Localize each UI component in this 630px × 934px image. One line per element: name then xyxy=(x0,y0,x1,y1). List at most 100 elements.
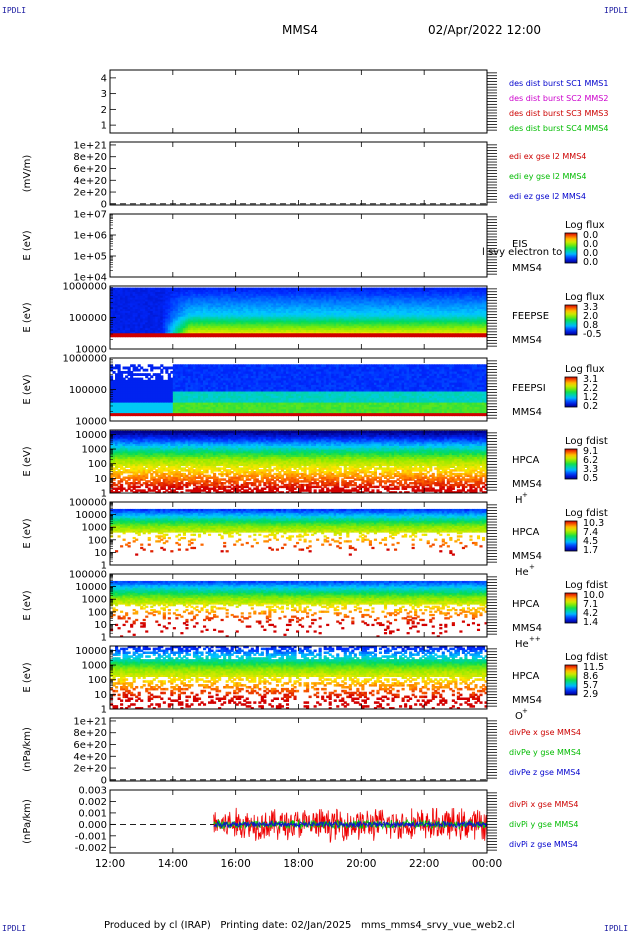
y-tick-label: 6e+20 xyxy=(73,164,107,175)
spacecraft-label: MMS4 xyxy=(512,479,542,490)
y-tick-label: 0 xyxy=(101,775,107,786)
y-tick-label: 100000 xyxy=(69,570,107,581)
y-axis-label: E (eV) xyxy=(22,446,33,476)
y-tick-label: 100 xyxy=(88,459,107,470)
colorbar-title: Log fdist xyxy=(565,508,608,519)
panel-burst: 4 3 2 1 des dist burst SC1 MMS1 des dist burs… xyxy=(101,69,608,134)
y-tick-label: -0.001 xyxy=(75,831,107,842)
footer-printing-date: Printing date: 02/Jan/2025 xyxy=(220,920,351,931)
panel-frame xyxy=(109,213,488,278)
colorbar xyxy=(564,232,578,264)
colorbar-title: Log fdist xyxy=(565,580,608,591)
y-tick-label: 1000000 xyxy=(62,354,107,365)
colorbar xyxy=(564,448,578,480)
datetime-title: 02/Apr/2022 12:00 xyxy=(428,23,541,37)
instrument-label: HPCA xyxy=(512,671,540,682)
instrument-label: EIS xyxy=(512,239,528,250)
y-tick-label: 1 xyxy=(101,121,107,132)
colorbar-tick-label: 0.0 xyxy=(583,230,598,241)
y-tick-label: 0.000 xyxy=(78,820,107,831)
y-tick-label: 1e+05 xyxy=(73,252,107,263)
y-tick-label: 10 xyxy=(94,620,107,631)
instrument-label: HPCA xyxy=(512,455,540,466)
legend-entry: divPi z gse MMS4 xyxy=(509,840,578,849)
colorbar-tick-label: 3.3 xyxy=(583,464,598,475)
y-tick-label: 10 xyxy=(94,474,107,485)
panel-frame xyxy=(109,141,488,206)
colorbar xyxy=(564,520,578,552)
species-label: H xyxy=(515,495,523,506)
colorbar-tick-label: -0.5 xyxy=(583,329,602,340)
instrument-label: HPCA xyxy=(512,527,540,538)
y-tick-label: 10000 xyxy=(75,345,107,356)
y-tick-label: 1000 xyxy=(82,661,107,672)
legend-entry: edi ex gse l2 MMS4 xyxy=(509,152,586,161)
y-tick-label: 10000 xyxy=(75,646,107,657)
species-label: O xyxy=(515,711,523,722)
species-charge: + xyxy=(529,563,535,571)
colorbar-tick-label: 7.4 xyxy=(583,527,598,538)
colorbar-tick-label: 1.4 xyxy=(583,617,598,628)
species-label: He xyxy=(515,639,529,650)
colorbar-tick-label: 0.8 xyxy=(583,320,598,331)
y-tick-label: 2 xyxy=(101,105,107,116)
y-tick-label: 10000 xyxy=(75,417,107,428)
footer-filename: mms_mms4_srvy_vue_web2.cl xyxy=(361,920,515,931)
y-tick-label: 100000 xyxy=(69,498,107,509)
y-tick-label: 8e+20 xyxy=(73,152,107,163)
spacecraft-label: MMS4 xyxy=(512,407,542,418)
y-tick-label: 1 xyxy=(101,561,107,572)
x-tick-label: 22:00 xyxy=(409,858,439,870)
y-tick-label: 0 xyxy=(101,199,107,210)
colorbar-tick-label: 9.1 xyxy=(583,446,598,457)
colorbar-tick-label: 2.0 xyxy=(583,311,598,322)
y-tick-label: -0.002 xyxy=(75,843,107,854)
spacecraft-label: MMS4 xyxy=(512,263,542,274)
legend-entry: des dist burst SC2 MMS2 xyxy=(509,94,608,103)
y-tick-label: 3 xyxy=(101,89,107,100)
spacecraft-label: MMS4 xyxy=(512,695,542,706)
legend-entry: edi ez gse l2 MMS4 xyxy=(509,192,586,201)
spacecraft-label: MMS4 xyxy=(512,551,542,562)
y-axis-label: E (eV) xyxy=(22,374,33,404)
colorbar-title: Log fdist xyxy=(565,652,608,663)
series-divpi-z xyxy=(213,819,487,830)
y-axis-label: E (eV) xyxy=(22,518,33,548)
colorbar xyxy=(564,664,578,696)
y-tick-label: 1000 xyxy=(82,595,107,606)
y-tick-label: 1e+21 xyxy=(73,716,107,727)
colorbar-tick-label: 2.9 xyxy=(583,689,598,700)
y-tick-label: 4 xyxy=(101,73,107,84)
spacecraft-title: MMS4 xyxy=(282,23,318,37)
x-tick-label: 16:00 xyxy=(221,858,251,870)
series-divpi-x xyxy=(213,807,487,843)
species-label: He xyxy=(515,567,529,578)
legend-entry: divPi y gse MMS4 xyxy=(509,820,578,829)
colorbar-title: Log flux xyxy=(565,220,605,231)
legend-entry: divPe x gse MMS4 xyxy=(509,728,581,737)
y-tick-label: 10000 xyxy=(75,510,107,521)
legend-entry: des dist burst SC3 MMS3 xyxy=(509,109,608,118)
panel-frame xyxy=(109,69,488,134)
colorbar-tick-label: 0.0 xyxy=(583,248,598,259)
colorbar-tick-label: 1.7 xyxy=(583,545,598,556)
corner-label-bottom-left: IPDLI xyxy=(2,924,26,933)
corner-label-top-left: IPDLI xyxy=(2,6,26,15)
y-tick-label: 1000000 xyxy=(62,282,107,293)
y-tick-label: 1e+21 xyxy=(73,140,107,151)
footer: Produced by cl (IRAP) Printing date: 02/… xyxy=(104,920,515,931)
species-charge: ++ xyxy=(529,635,541,643)
legend-entry: edi ey gse l2 MMS4 xyxy=(509,172,587,181)
y-axis-label: E (eV) xyxy=(22,302,33,332)
y-tick-label: 1000 xyxy=(82,523,107,534)
colorbar-tick-label: 5.7 xyxy=(583,680,598,691)
y-tick-label: 1e+04 xyxy=(73,273,107,284)
y-tick-label: 1 xyxy=(101,633,107,644)
colorbar-tick-label: 4.5 xyxy=(583,536,598,547)
y-tick-label: 2e+20 xyxy=(73,188,107,199)
